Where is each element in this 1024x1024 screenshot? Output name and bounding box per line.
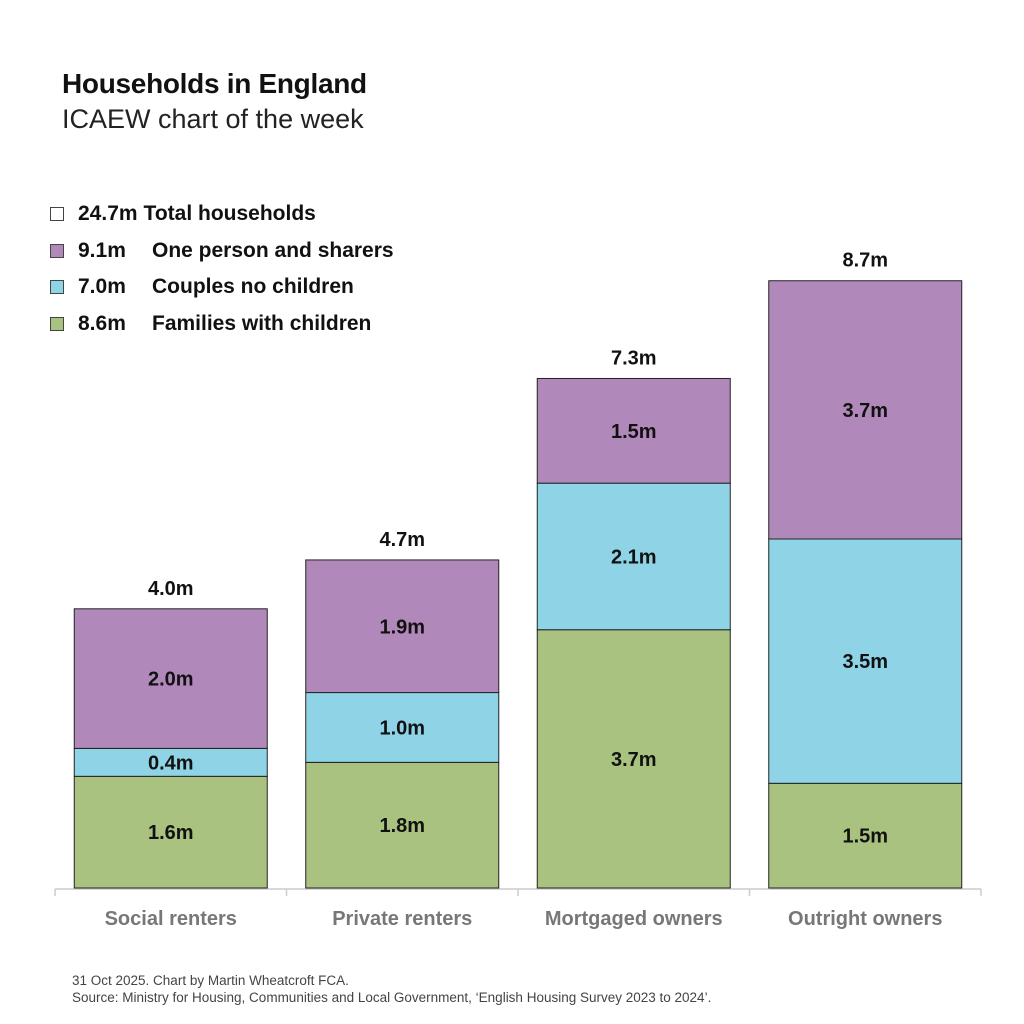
segment-label: 1.6m — [148, 822, 194, 844]
x-tick-label: Mortgaged owners — [545, 908, 723, 930]
segment-label: 1.9m — [379, 616, 425, 638]
total-label: 4.0m — [148, 578, 194, 600]
legend-value: 24.7m — [78, 202, 138, 226]
segment-label: 2.0m — [148, 669, 194, 691]
segment-label: 3.5m — [842, 651, 888, 673]
bar-segment — [768, 538, 963, 784]
legend-item-couples: 7.0m Couples no children — [50, 269, 394, 306]
bar-segment — [305, 692, 500, 763]
legend-label: One person and sharers — [152, 238, 394, 262]
bar-segment — [536, 629, 731, 889]
legend-swatch-total — [50, 207, 64, 222]
legend-value: 8.6m — [78, 311, 126, 335]
bar-segment — [536, 377, 731, 484]
legend-label: Families with children — [152, 311, 372, 335]
legend-label: Total households — [143, 202, 316, 226]
bar-segment — [73, 608, 268, 749]
bar-segment — [768, 280, 963, 540]
bar-segment — [305, 559, 500, 694]
legend: 24.7m Total households 9.1m One person a… — [50, 196, 394, 342]
x-tick-label: Social renters — [105, 908, 237, 930]
bar-segment — [73, 775, 268, 889]
x-tick-label: Private renters — [332, 908, 472, 930]
segment-label: 1.5m — [842, 826, 888, 848]
legend-item-families: 8.6m Families with children — [50, 306, 394, 343]
chart-title: Households in England — [62, 68, 367, 99]
footer-source: Source: Ministry for Housing, Communitie… — [72, 990, 712, 1005]
legend-value: 7.0m — [78, 275, 126, 299]
segment-label: 1.8m — [379, 815, 425, 837]
segment-label: 1.5m — [611, 421, 657, 443]
footer-credit: 31 Oct 2025. Chart by Martin Wheatcroft … — [72, 973, 349, 988]
segment-label: 0.4m — [148, 752, 194, 774]
legend-label: Couples no children — [152, 275, 354, 299]
legend-value: 9.1m — [78, 238, 126, 262]
segment-label: 3.7m — [842, 400, 888, 422]
legend-swatch-couples — [50, 280, 64, 295]
bar-segment — [768, 782, 963, 889]
bar-segment — [73, 747, 268, 777]
legend-item-total: 24.7m Total households — [50, 196, 394, 233]
total-label: 4.7m — [379, 529, 425, 551]
bar-segment — [536, 482, 731, 631]
segment-label: 3.7m — [611, 749, 657, 771]
total-label: 8.7m — [842, 250, 888, 272]
segment-label: 2.1m — [611, 546, 657, 568]
segment-label: 1.0m — [379, 717, 425, 739]
x-tick-label: Outright owners — [788, 908, 942, 930]
footer: 31 Oct 2025. Chart by Martin Wheatcroft … — [72, 972, 711, 1006]
total-label: 7.3m — [611, 347, 657, 369]
chart-subtitle: ICAEW chart of the week — [62, 104, 364, 134]
legend-swatch-one-person — [50, 243, 64, 258]
bar-segment — [305, 761, 500, 889]
legend-swatch-families — [50, 316, 64, 331]
legend-item-one-person: 9.1m One person and sharers — [50, 233, 394, 270]
